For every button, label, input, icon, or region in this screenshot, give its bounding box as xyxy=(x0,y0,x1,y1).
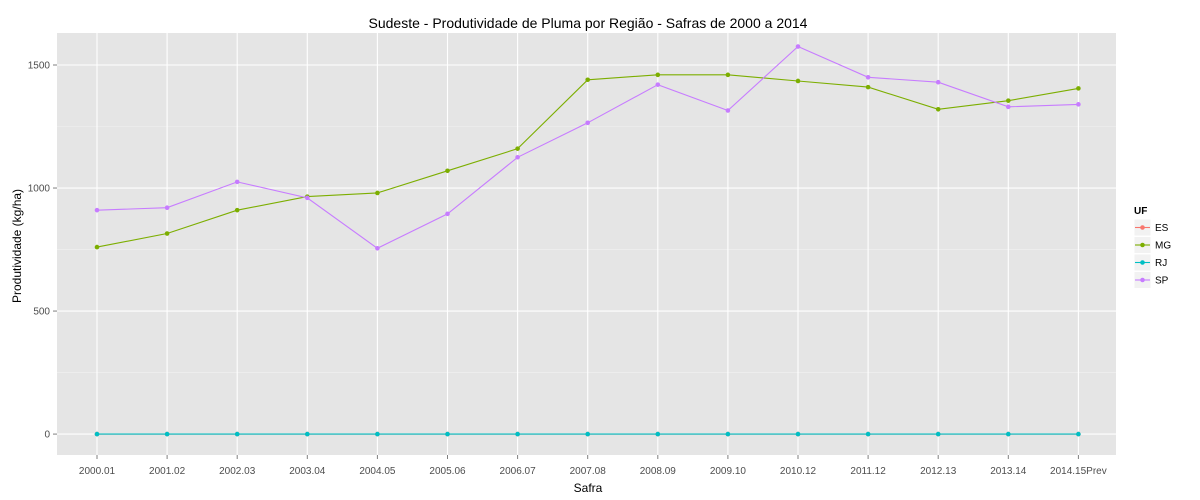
legend-marker-mg xyxy=(1140,242,1145,248)
series-rj xyxy=(94,431,1081,437)
x-tick-label: 2012.13 xyxy=(920,466,957,477)
x-tick-label: 2004.05 xyxy=(359,466,396,477)
data-point-mg xyxy=(375,190,380,196)
y-axis: 0 500 1000 1500 xyxy=(28,60,57,441)
y-tick-label: 500 xyxy=(33,307,50,318)
data-point-rj xyxy=(305,431,310,437)
data-point-mg xyxy=(865,84,871,90)
data-point-rj xyxy=(935,431,941,437)
grid-lines xyxy=(57,33,1116,455)
x-tick-label: 2014.15Prev xyxy=(1050,466,1107,477)
data-point-rj xyxy=(1006,431,1011,437)
data-point-mg xyxy=(935,106,941,112)
data-point-mg xyxy=(515,146,520,151)
data-point-sp xyxy=(445,211,450,217)
legend-label-rj: RJ xyxy=(1155,258,1167,269)
x-axis: 2000.01 2001.02 2002.03 2003.04 2004.05 2005.… xyxy=(79,455,1107,477)
data-point-rj xyxy=(164,431,170,437)
data-point-sp xyxy=(725,108,731,113)
legend-marker-sp xyxy=(1140,277,1145,283)
y-axis-title: Produtividade (kg/ha) xyxy=(10,189,24,303)
data-point-mg xyxy=(445,168,450,174)
data-point-mg xyxy=(585,77,590,83)
data-point-sp xyxy=(305,195,310,201)
x-tick-label: 2009.10 xyxy=(710,466,747,477)
data-point-mg xyxy=(234,207,240,213)
data-point-rj xyxy=(655,431,661,437)
series-mg xyxy=(94,72,1081,250)
data-point-sp xyxy=(234,179,240,185)
legend: UF ES MG RJ SP xyxy=(1133,206,1171,289)
data-point-rj xyxy=(795,431,801,437)
legend-label-es: ES xyxy=(1155,223,1169,234)
y-tick-label: 0 xyxy=(44,430,50,441)
data-point-mg xyxy=(164,231,170,236)
data-point-sp xyxy=(1006,104,1011,110)
x-tick-label: 2007.08 xyxy=(570,466,607,477)
data-point-rj xyxy=(725,431,731,437)
data-point-sp xyxy=(935,79,941,85)
data-point-mg xyxy=(1006,98,1011,103)
data-point-rj xyxy=(375,431,380,437)
y-tick-label: 1500 xyxy=(28,60,51,71)
x-tick-label: 2000.01 xyxy=(79,466,116,477)
data-point-mg xyxy=(94,244,100,250)
data-point-rj xyxy=(94,431,100,437)
data-point-mg xyxy=(655,72,661,78)
legend-label-sp: SP xyxy=(1155,276,1169,287)
data-point-rj xyxy=(865,431,871,437)
data-point-mg xyxy=(1076,86,1081,91)
data-point-rj xyxy=(1076,431,1081,437)
x-tick-label: 2013.14 xyxy=(990,466,1027,477)
x-tick-label: 2011.12 xyxy=(850,466,886,477)
x-tick-label: 2008.09 xyxy=(640,466,677,477)
x-tick-label: 2003.04 xyxy=(289,466,326,477)
data-point-sp xyxy=(375,246,380,251)
x-tick-label: 2001.02 xyxy=(149,466,186,477)
legend-label-mg: MG xyxy=(1155,241,1171,252)
legend-title: UF xyxy=(1134,206,1147,217)
y-tick-label: 1000 xyxy=(28,184,51,195)
data-point-sp xyxy=(1076,102,1081,107)
legend-marker-rj xyxy=(1140,260,1145,265)
x-tick-label: 2006.07 xyxy=(500,466,537,477)
x-tick-label: 2002.03 xyxy=(219,466,256,477)
data-point-sp xyxy=(164,205,170,211)
plot-panel xyxy=(57,33,1116,455)
data-point-rj xyxy=(445,431,450,437)
legend-marker-es xyxy=(1140,225,1145,230)
data-point-rj xyxy=(515,431,520,437)
series-layer xyxy=(94,44,1081,437)
data-point-sp xyxy=(795,44,801,49)
x-tick-label: 2010.12 xyxy=(780,466,817,477)
x-axis-title: Safra xyxy=(574,481,603,495)
data-point-sp xyxy=(94,207,100,213)
data-point-rj xyxy=(234,431,240,437)
data-point-mg xyxy=(795,78,801,84)
data-point-mg xyxy=(725,72,731,78)
data-point-sp xyxy=(865,74,871,80)
data-point-sp xyxy=(655,82,661,87)
x-tick-label: 2005.06 xyxy=(429,466,466,477)
chart-title: Sudeste - Produtividade de Pluma por Reg… xyxy=(369,15,808,31)
data-point-rj xyxy=(585,431,590,437)
data-point-sp xyxy=(515,154,520,160)
data-point-sp xyxy=(585,120,590,126)
series-sp xyxy=(94,44,1081,251)
